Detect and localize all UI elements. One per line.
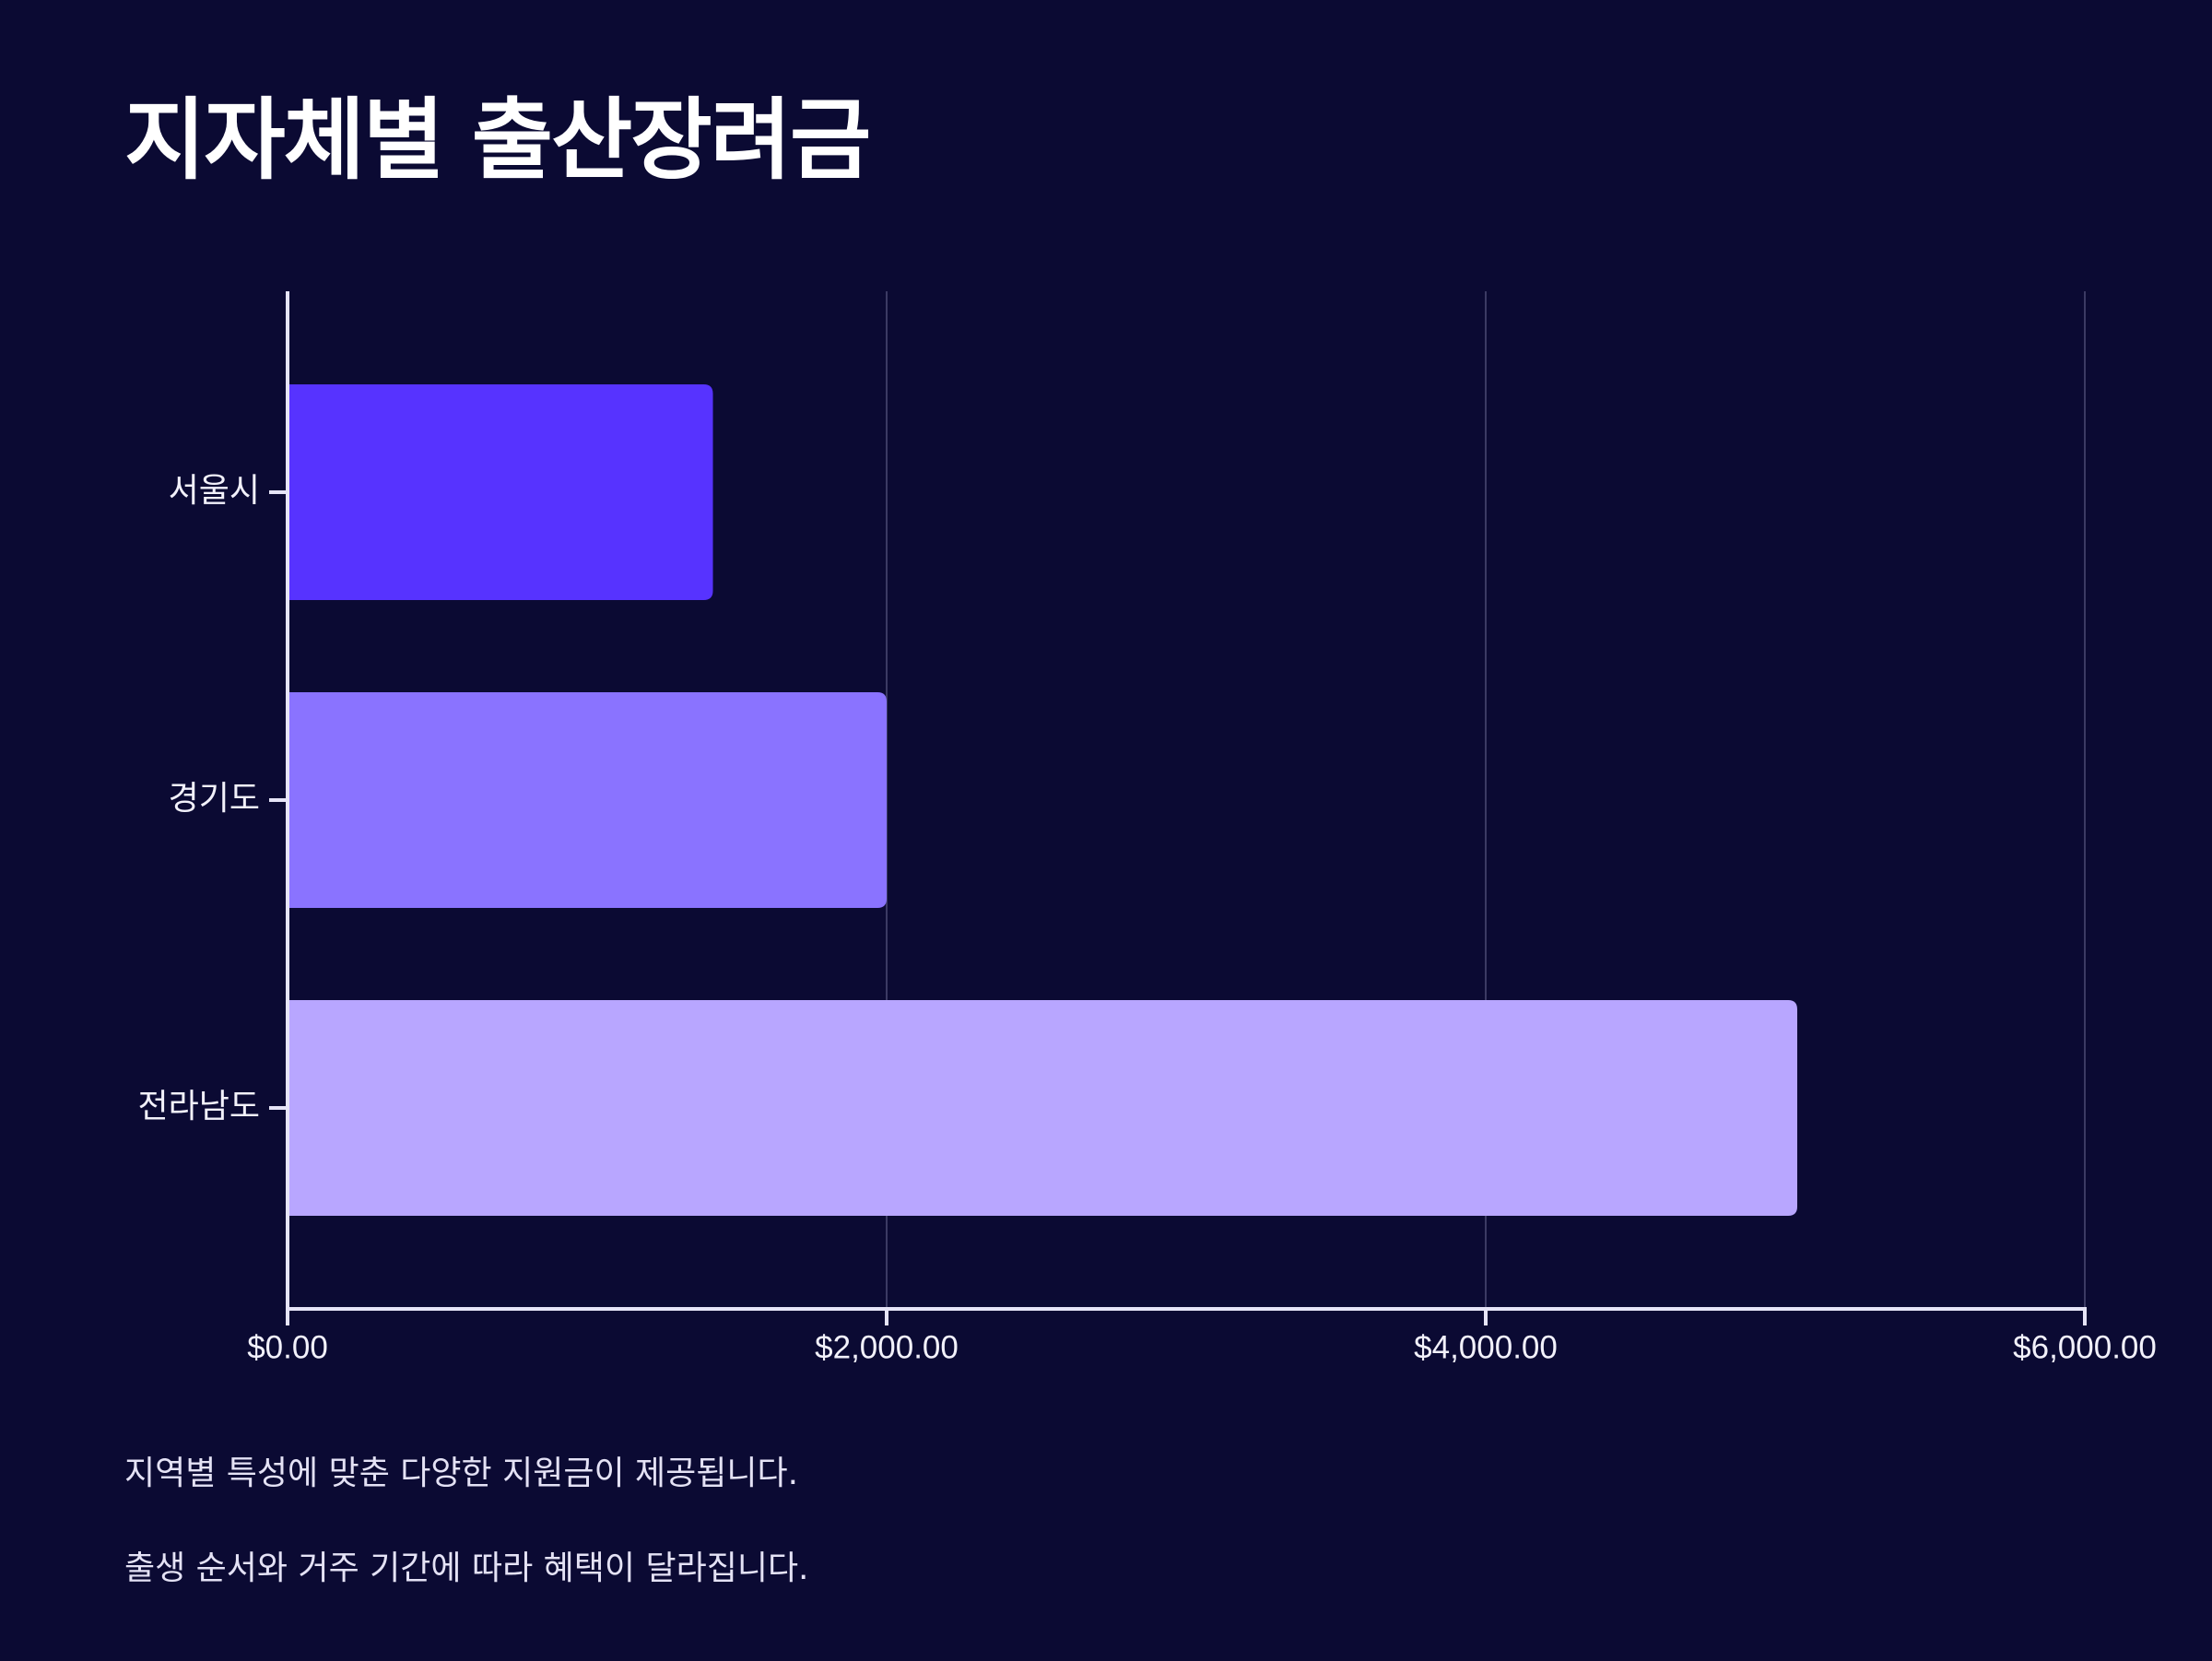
bar xyxy=(288,384,713,600)
chart-title: 지자체별 출산장려금 xyxy=(124,88,871,192)
category-label: 서울시 xyxy=(169,472,260,510)
category-label: 전라남도 xyxy=(138,1088,260,1125)
bar xyxy=(288,692,887,908)
x-tick-label: $2,000.00 xyxy=(815,1329,959,1365)
footnote-1: 지역별 특성에 맞춘 다양한 지원금이 제공됩니다. xyxy=(124,1455,799,1492)
x-tick-label: $6,000.00 xyxy=(2013,1329,2157,1365)
x-tick-label: $4,000.00 xyxy=(1414,1329,1558,1365)
footnote-2: 출생 순서와 거주 기간에 따라 혜택이 달라집니다. xyxy=(124,1549,809,1587)
category-label: 경기도 xyxy=(169,780,260,818)
x-tick-label: $0.00 xyxy=(247,1329,328,1365)
bar xyxy=(288,1000,1797,1216)
